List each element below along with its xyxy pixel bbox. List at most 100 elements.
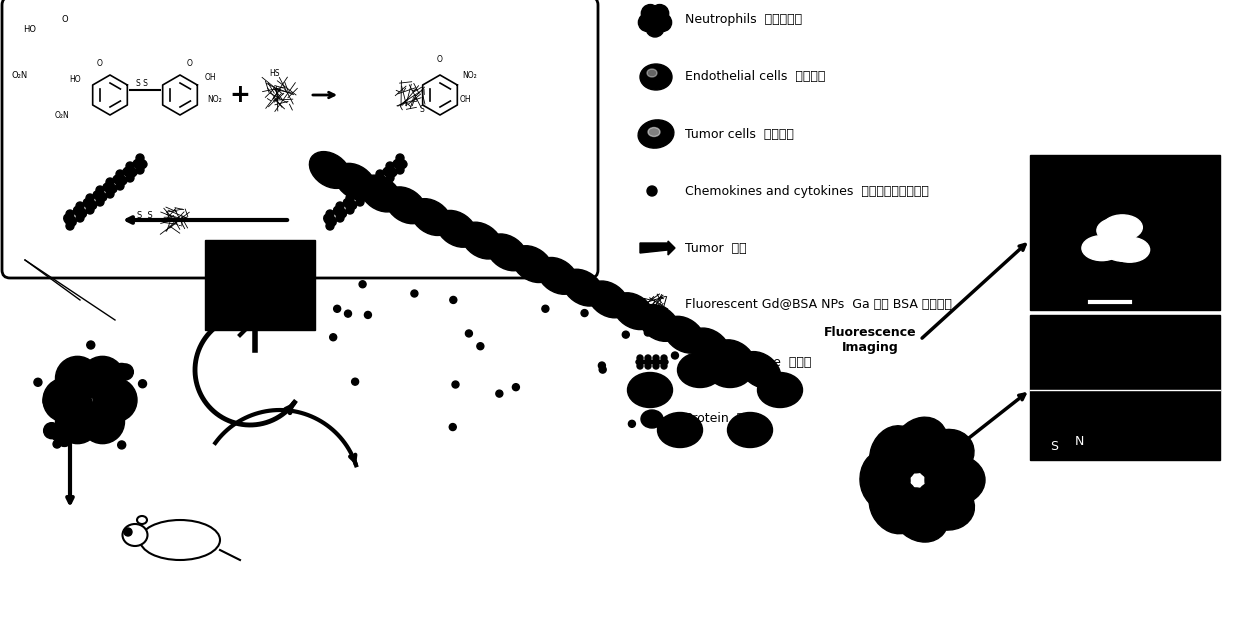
Circle shape [117, 170, 124, 178]
Polygon shape [668, 241, 675, 255]
Circle shape [56, 381, 71, 397]
Circle shape [100, 424, 117, 439]
Text: OH: OH [205, 73, 216, 81]
Ellipse shape [689, 328, 730, 365]
Ellipse shape [861, 450, 910, 510]
Circle shape [542, 305, 549, 312]
Circle shape [336, 214, 343, 222]
Circle shape [114, 363, 129, 379]
Circle shape [66, 210, 74, 218]
Ellipse shape [563, 269, 604, 306]
Circle shape [647, 186, 657, 196]
Text: S: S [413, 96, 418, 104]
Circle shape [67, 419, 83, 435]
Text: Chemokines and cytokines  趋化因子和细胞因子: Chemokines and cytokines 趋化因子和细胞因子 [684, 185, 929, 198]
Circle shape [653, 14, 672, 32]
Ellipse shape [393, 159, 407, 169]
Ellipse shape [1083, 236, 1122, 261]
Text: HS: HS [270, 68, 280, 78]
Circle shape [496, 390, 503, 397]
Circle shape [345, 310, 351, 317]
Circle shape [646, 19, 663, 37]
Circle shape [95, 198, 104, 206]
Text: HO: HO [69, 75, 81, 85]
Ellipse shape [653, 417, 666, 427]
Text: O: O [187, 58, 193, 68]
Text: OH: OH [459, 96, 471, 104]
Text: +: + [229, 83, 250, 107]
Circle shape [118, 441, 125, 449]
Circle shape [326, 222, 334, 230]
Circle shape [599, 362, 605, 369]
Circle shape [346, 206, 353, 214]
Ellipse shape [915, 429, 973, 481]
Circle shape [76, 202, 84, 210]
Text: N: N [1075, 435, 1084, 448]
Text: Fluorescence
Imaging: Fluorescence Imaging [823, 326, 916, 354]
Circle shape [653, 355, 658, 361]
Ellipse shape [739, 351, 781, 388]
Circle shape [95, 186, 104, 194]
Circle shape [87, 341, 94, 349]
Ellipse shape [915, 480, 975, 530]
Ellipse shape [140, 520, 219, 560]
Ellipse shape [892, 488, 949, 542]
Text: NO₂: NO₂ [463, 70, 477, 80]
Text: S: S [1050, 440, 1058, 453]
Text: S: S [419, 106, 424, 114]
Circle shape [66, 222, 74, 230]
Ellipse shape [639, 305, 680, 341]
Ellipse shape [103, 183, 117, 193]
Circle shape [56, 356, 99, 401]
Ellipse shape [537, 258, 578, 294]
Ellipse shape [1102, 215, 1142, 240]
Ellipse shape [73, 207, 87, 218]
Ellipse shape [649, 128, 660, 136]
Ellipse shape [310, 152, 351, 188]
Circle shape [360, 281, 366, 288]
Circle shape [69, 407, 86, 422]
Ellipse shape [708, 353, 753, 388]
Circle shape [622, 331, 629, 338]
Ellipse shape [343, 198, 357, 210]
Ellipse shape [1097, 218, 1137, 243]
Circle shape [613, 292, 620, 299]
Circle shape [336, 202, 343, 210]
Circle shape [645, 363, 651, 369]
Circle shape [629, 420, 635, 427]
Ellipse shape [588, 281, 629, 318]
Text: Cell membrane  细胞膜: Cell membrane 细胞膜 [684, 356, 811, 368]
Circle shape [93, 378, 136, 422]
Ellipse shape [324, 214, 336, 226]
Circle shape [56, 400, 99, 443]
Ellipse shape [657, 412, 703, 447]
Ellipse shape [758, 373, 802, 407]
Circle shape [103, 366, 119, 383]
Ellipse shape [714, 340, 755, 377]
Ellipse shape [639, 120, 673, 148]
Circle shape [46, 394, 62, 410]
Circle shape [53, 440, 61, 448]
Ellipse shape [436, 210, 477, 247]
Ellipse shape [83, 198, 97, 210]
Text: O: O [97, 58, 103, 68]
Circle shape [81, 356, 124, 401]
Ellipse shape [636, 359, 644, 365]
Ellipse shape [383, 167, 397, 177]
Text: O: O [62, 16, 68, 24]
Text: SH: SH [413, 200, 427, 210]
Circle shape [118, 364, 134, 380]
Ellipse shape [486, 234, 528, 271]
Circle shape [450, 297, 456, 304]
Ellipse shape [652, 359, 660, 365]
Circle shape [449, 424, 456, 430]
Ellipse shape [373, 175, 387, 185]
Circle shape [43, 423, 60, 439]
Circle shape [453, 381, 459, 388]
Circle shape [637, 363, 644, 369]
Circle shape [43, 378, 87, 422]
Text: Fluorescent Gd@BSA NPs  Ga 负载 BSA 纳米粒子: Fluorescent Gd@BSA NPs Ga 负载 BSA 纳米粒子 [684, 299, 952, 312]
Ellipse shape [1104, 236, 1143, 261]
Circle shape [641, 4, 660, 22]
Text: Tumor cells  肿瘤细胞: Tumor cells 肿瘤细胞 [684, 128, 794, 141]
